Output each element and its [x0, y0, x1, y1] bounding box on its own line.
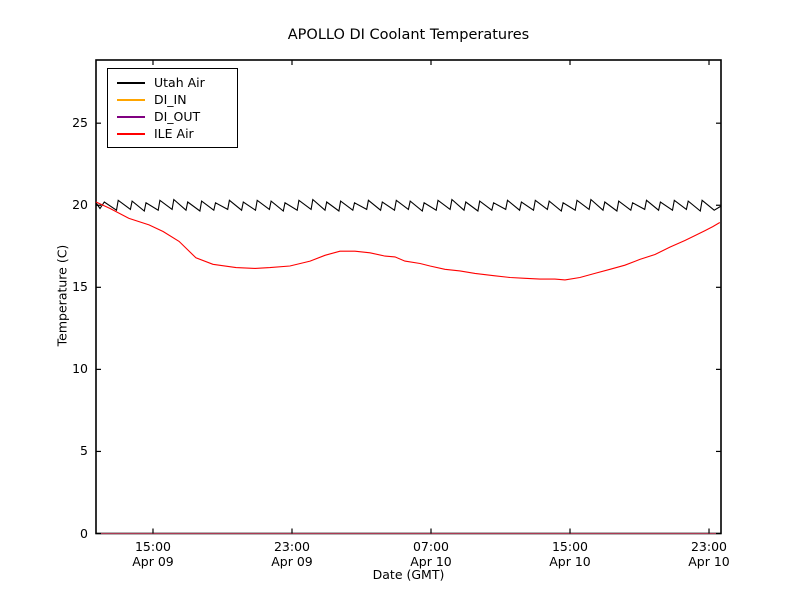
- legend-label-ile-air: ILE Air: [154, 126, 194, 141]
- x-tick-date: Apr 09: [271, 554, 313, 569]
- x-tick-label: 07:00 Apr 10: [386, 539, 476, 569]
- x-tick-time: 23:00: [273, 539, 310, 554]
- x-tick-date: Apr 09: [132, 554, 174, 569]
- legend-item-di-in: DI_IN: [117, 91, 229, 108]
- x-tick-date: Apr 10: [549, 554, 591, 569]
- x-tick-date: Apr 10: [688, 554, 730, 569]
- x-tick-time: 15:00: [551, 539, 589, 554]
- axis-ticks: [96, 60, 721, 535]
- legend: Utah Air DI_IN DI_OUT ILE Air: [107, 68, 238, 148]
- x-tick-time: 15:00: [134, 539, 171, 554]
- x-tick-time: 07:00: [412, 539, 450, 554]
- x-tick-label: 15:00 Apr 10: [525, 539, 615, 569]
- y-tick-label: 0: [80, 525, 88, 541]
- legend-item-ile-air: ILE Air: [117, 125, 229, 142]
- legend-label-di-out: DI_OUT: [154, 109, 201, 124]
- x-axis-label: Date (GMT): [372, 567, 445, 582]
- y-tick-label: 20: [72, 197, 88, 213]
- legend-item-di-out: DI_OUT: [117, 108, 229, 125]
- legend-label-di-in: DI_IN: [154, 92, 187, 107]
- utah-air-line: [95, 198, 722, 213]
- y-tick-label: 15: [72, 279, 88, 295]
- legend-swatch-ile-air: [117, 132, 145, 135]
- x-tick-label: 23:00 Apr 09: [247, 539, 337, 569]
- x-tick-label: 15:00 Apr 09: [108, 539, 198, 569]
- x-tick-time: 23:00: [690, 539, 728, 554]
- legend-label-utah-air: Utah Air: [154, 75, 205, 90]
- chart-title: APOLLO DI Coolant Temperatures: [287, 27, 530, 43]
- legend-item-utah-air: Utah Air: [117, 74, 229, 91]
- legend-swatch-di-in: [117, 98, 145, 101]
- y-tick-label: 25: [72, 115, 88, 131]
- legend-swatch-di-out: [117, 115, 145, 118]
- ile-air-line: [95, 201, 721, 281]
- y-tick-label: 10: [72, 361, 88, 377]
- x-tick-date: Apr 10: [410, 554, 452, 569]
- y-tick-label: 5: [80, 443, 88, 459]
- legend-swatch-utah-air: [117, 81, 145, 84]
- series-lines: [95, 198, 722, 535]
- x-tick-label: 23:00 Apr 10: [664, 539, 754, 569]
